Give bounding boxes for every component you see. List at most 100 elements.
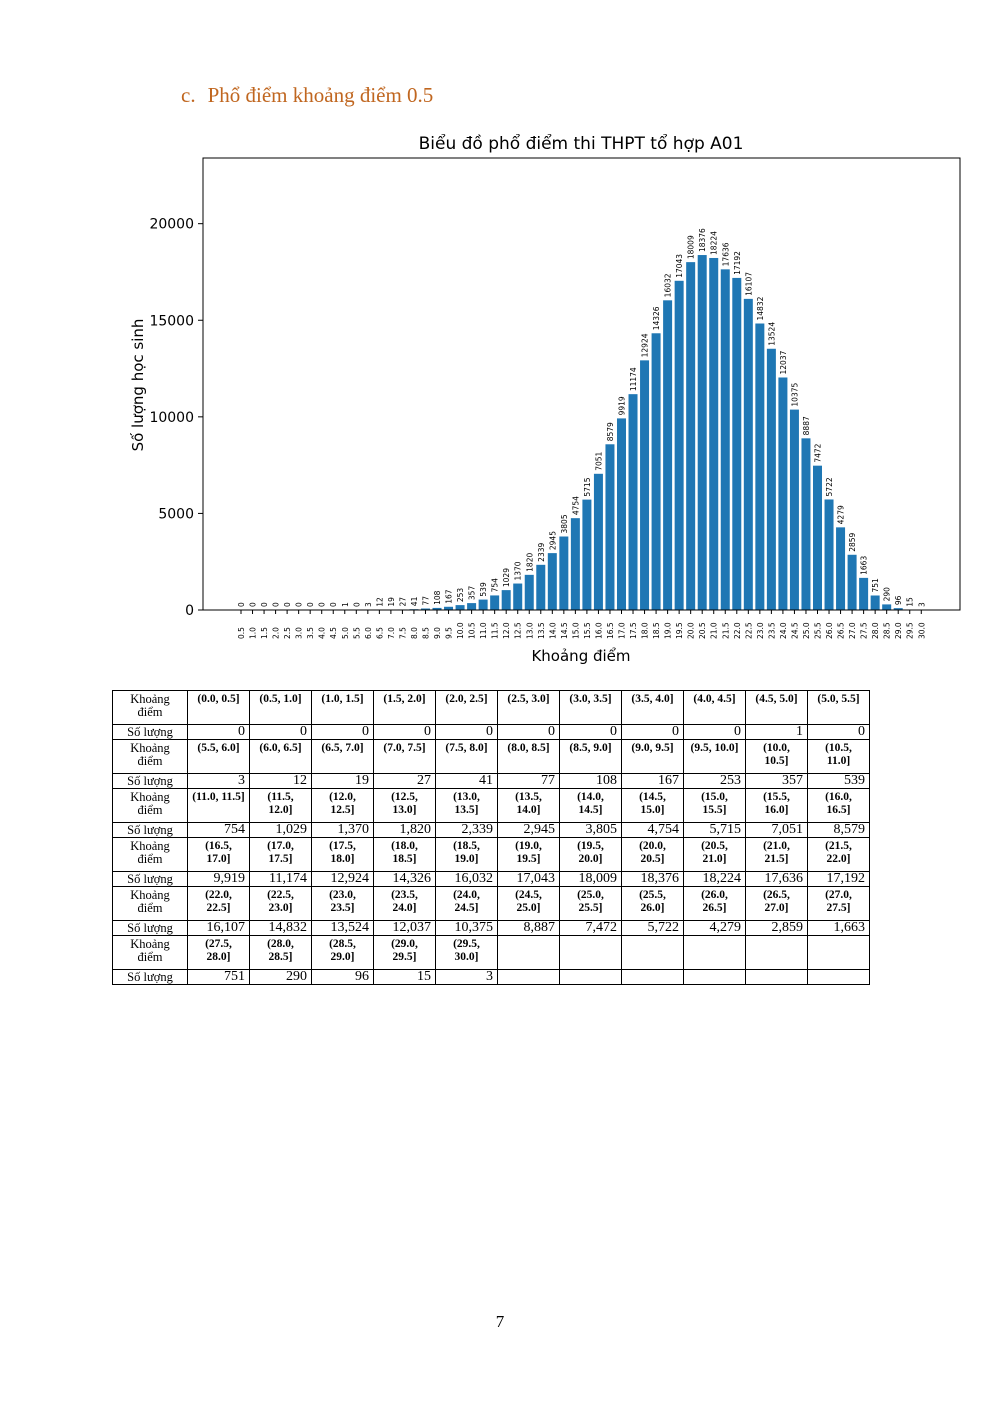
count-cell: 5,715 <box>683 822 746 838</box>
x-tick-label: 15.5 <box>583 622 592 639</box>
count-cell: 253 <box>683 773 746 789</box>
count-cell: 1,029 <box>249 822 312 838</box>
count-cell: 2,945 <box>497 822 560 838</box>
count-cell: 18,009 <box>559 871 622 887</box>
bar <box>836 527 846 610</box>
bar-value-label: 77 <box>421 596 430 606</box>
count-cell <box>559 969 622 985</box>
interval-cell: (13.5, 14.0] <box>497 788 560 823</box>
bar-value-label: 290 <box>883 587 892 602</box>
bar <box>743 298 753 610</box>
count-cell: 167 <box>621 773 684 789</box>
bar-value-label: 3 <box>917 602 926 607</box>
x-tick-label: 15.0 <box>571 622 580 639</box>
interval-cell: (27.0, 27.5] <box>807 886 870 921</box>
interval-cell: (4.0, 4.5] <box>683 690 746 725</box>
interval-cell: (14.0, 14.5] <box>559 788 622 823</box>
x-tick-label: 9.5 <box>445 627 454 639</box>
interval-cell: (20.5, 21.0] <box>683 837 746 872</box>
chart-title: Biểu đồ phổ điểm thi THPT tổ hợp A01 <box>419 133 744 154</box>
interval-cell: (17.0, 17.5] <box>249 837 312 872</box>
interval-cell <box>497 935 560 970</box>
count-cell: 2,339 <box>435 822 498 838</box>
bar <box>444 606 454 610</box>
x-tick-label: 14.5 <box>560 622 569 639</box>
table-row-intervals: Khoảng điểm (0.0, 0.5] (0.5, 1.0] (1.0, 1.5… <box>112 690 870 725</box>
count-cell <box>807 969 870 985</box>
interval-cell: (17.5, 18.0] <box>311 837 374 872</box>
bar <box>570 518 580 610</box>
interval-cell: (18.5, 19.0] <box>435 837 498 872</box>
x-tick-label: 19.0 <box>664 622 673 639</box>
count-cell: 0 <box>559 724 622 740</box>
count-cell: 1,663 <box>807 920 870 936</box>
bar-value-label: 16107 <box>744 272 753 296</box>
interval-cell: (25.0, 25.5] <box>559 886 622 921</box>
interval-cell: (23.5, 24.0] <box>373 886 436 921</box>
interval-cell: (29.0, 29.5] <box>373 935 436 970</box>
bar-value-label: 167 <box>445 589 454 604</box>
bar <box>686 262 696 610</box>
interval-cell: (14.5, 15.0] <box>621 788 684 823</box>
row-header-count: Số lượng <box>112 724 188 740</box>
interval-cell: (16.5, 17.0] <box>187 837 250 872</box>
x-tick-label: 8.5 <box>421 627 430 639</box>
interval-cell: (28.0, 28.5] <box>249 935 312 970</box>
count-cell: 290 <box>249 969 312 985</box>
y-tick-label: 10000 <box>149 410 194 426</box>
interval-cell <box>683 935 746 970</box>
bar-value-label: 5715 <box>583 477 592 496</box>
count-cell: 12,037 <box>373 920 436 936</box>
table-row-counts: Số lượng 751 290 96 15 3 <box>112 969 870 985</box>
bar <box>697 255 707 610</box>
bar-value-label: 0 <box>260 602 269 607</box>
interval-cell: (21.5, 22.0] <box>807 837 870 872</box>
count-cell: 2,859 <box>745 920 808 936</box>
count-cell <box>683 969 746 985</box>
bar <box>524 574 534 610</box>
bar <box>605 444 615 610</box>
y-tick-label: 0 <box>185 603 194 619</box>
count-cell: 12,924 <box>311 871 374 887</box>
interval-cell: (11.5, 12.0] <box>249 788 312 823</box>
x-tick-label: 13.0 <box>525 622 534 639</box>
bar-value-label: 13524 <box>767 322 776 346</box>
bar <box>720 269 730 610</box>
count-cell: 8,887 <box>497 920 560 936</box>
count-cell: 7,472 <box>559 920 622 936</box>
row-header-interval: Khoảng điểm <box>112 935 188 970</box>
x-tick-label: 19.5 <box>675 622 684 639</box>
table-row-intervals: Khoảng điểm (16.5, 17.0] (17.0, 17.5] (17.5… <box>112 837 870 872</box>
x-tick-label: 0.5 <box>237 627 246 639</box>
bar-value-label: 357 <box>468 586 477 601</box>
section-number: c. <box>181 83 196 107</box>
bar-value-label: 18009 <box>687 235 696 259</box>
x-tick-label: 6.5 <box>375 627 384 639</box>
x-tick-label: 27.0 <box>848 622 857 639</box>
count-cell: 12 <box>249 773 312 789</box>
x-tick-label: 6.0 <box>364 627 373 639</box>
interval-cell: (2.0, 2.5] <box>435 690 498 725</box>
y-axis-label: Số lượng học sinh <box>129 319 147 452</box>
x-tick-label: 29.0 <box>894 622 903 639</box>
interval-cell: (15.5, 16.0] <box>745 788 808 823</box>
table-row-counts: Số lượng 3 12 19 27 41 77 108 167 253 357 539 <box>112 773 870 789</box>
interval-cell <box>559 935 622 970</box>
row-header-interval: Khoảng điểm <box>112 886 188 921</box>
x-tick-label: 24.0 <box>779 622 788 639</box>
count-cell <box>497 969 560 985</box>
x-tick-label: 1.5 <box>260 627 269 639</box>
count-cell: 15 <box>373 969 436 985</box>
bar-value-label: 0 <box>237 602 246 607</box>
count-cell: 751 <box>187 969 250 985</box>
bar-value-label: 8887 <box>802 416 811 435</box>
interval-cell: (7.5, 8.0] <box>435 739 498 774</box>
count-cell: 11,174 <box>249 871 312 887</box>
x-tick-label: 22.0 <box>733 622 742 639</box>
interval-cell <box>745 935 808 970</box>
row-header-count: Số lượng <box>112 969 188 985</box>
count-cell: 1,370 <box>311 822 374 838</box>
interval-cell: (23.0, 23.5] <box>311 886 374 921</box>
bar <box>513 583 523 610</box>
count-cell: 0 <box>373 724 436 740</box>
